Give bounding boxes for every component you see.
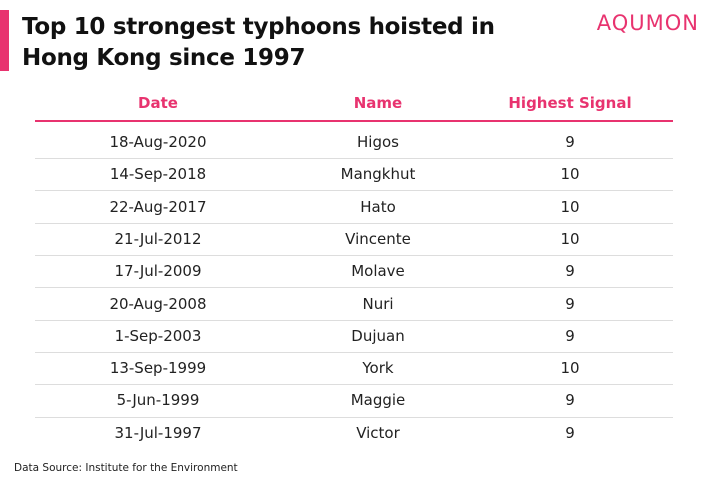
column-header: Date: [138, 94, 178, 112]
row-divider: [35, 158, 673, 160]
column-header: Name: [353, 94, 403, 112]
table-cell: Dujuan: [351, 326, 405, 345]
table-cell: York: [362, 359, 394, 378]
table-cell: Maggie: [350, 391, 406, 410]
table-cell: Higos: [357, 133, 399, 151]
table-cell: 10: [560, 197, 580, 216]
table-cell: 5-Jun-1999: [116, 391, 200, 410]
table-cell: 9: [565, 262, 575, 281]
row-divider: [35, 255, 673, 257]
table-cell: 9: [565, 391, 575, 410]
table-cell: 31-Jul-1997: [114, 423, 202, 442]
table-cell: 18-Aug-2020: [109, 133, 207, 151]
header-rule: [35, 120, 673, 122]
table-cell: 10: [560, 359, 580, 378]
table-cell: Molave: [351, 262, 405, 281]
table-cell: 17-Jul-2009: [114, 262, 202, 281]
row-divider: [35, 416, 673, 418]
row-divider: [35, 222, 673, 224]
table-cell: 1-Sep-2003: [114, 326, 202, 345]
table-cell: 13-Sep-1999: [109, 359, 207, 378]
accent-bar: [0, 10, 9, 71]
row-divider: [35, 384, 673, 386]
table-cell: Victor: [356, 423, 400, 442]
table-cell: 9: [565, 423, 575, 442]
table-cell: Nuri: [362, 294, 394, 313]
table-cell: 14-Sep-2018: [109, 165, 207, 184]
table-cell: 21-Jul-2012: [114, 229, 202, 248]
brand-logo: AQUMON: [596, 11, 699, 35]
source-note: Data Source: Institute for the Environme…: [14, 462, 238, 474]
table-cell: Hato: [360, 197, 396, 216]
column-header: Highest Signal: [508, 94, 632, 112]
table-cell: Mangkhut: [340, 165, 416, 184]
table-cell: 10: [560, 165, 580, 184]
title: Top 10 strongest typhoons hoisted in Hon…: [22, 14, 495, 71]
row-divider: [35, 319, 673, 321]
table-cell: Vincente: [345, 229, 411, 248]
table-cell: 9: [565, 326, 575, 345]
row-divider: [35, 287, 673, 289]
table-cell: 9: [565, 294, 575, 313]
table-cell: 9: [565, 133, 575, 151]
row-divider: [35, 351, 673, 353]
table-cell: 22-Aug-2017: [109, 197, 207, 216]
table-cell: 10: [560, 229, 580, 248]
row-divider: [35, 190, 673, 192]
table-cell: 20-Aug-2008: [109, 294, 207, 313]
